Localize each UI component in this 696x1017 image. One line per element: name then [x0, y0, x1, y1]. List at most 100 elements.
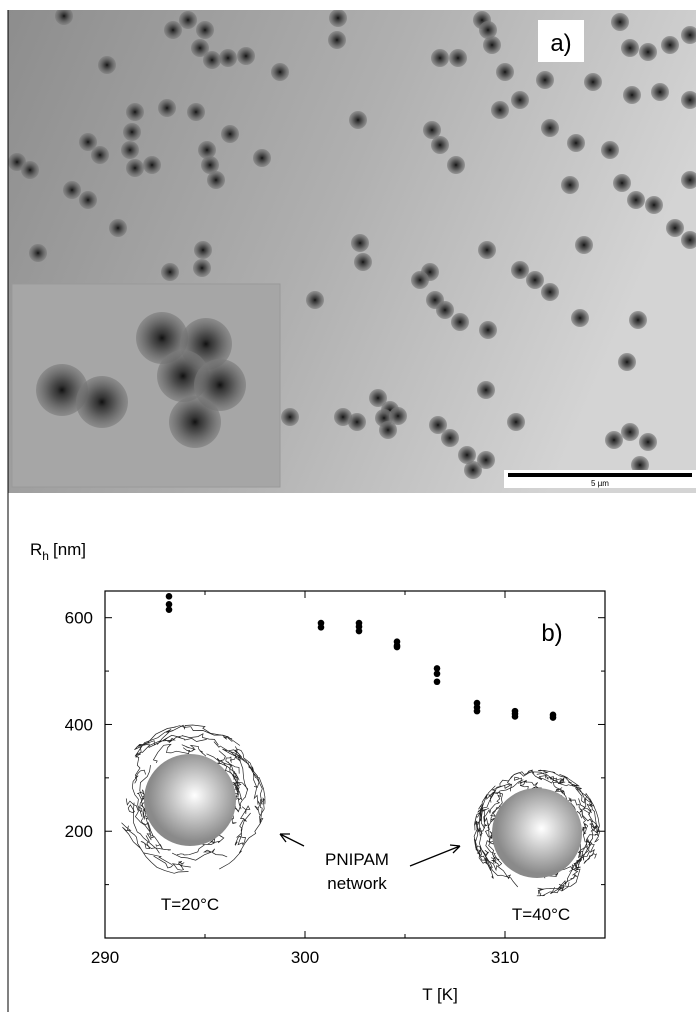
particle	[79, 133, 97, 151]
particle	[8, 153, 26, 171]
inset-particle	[169, 396, 221, 448]
particle	[629, 311, 647, 329]
y-axis-symbol: R	[30, 540, 42, 559]
particle	[354, 253, 372, 271]
data-point	[355, 627, 363, 635]
particle	[447, 156, 465, 174]
annotation: T=40°C	[512, 905, 570, 924]
particle	[605, 431, 623, 449]
particle	[611, 13, 629, 31]
y-axis-label: Rh [nm]	[30, 540, 86, 563]
particle	[567, 134, 585, 152]
particle	[281, 408, 299, 426]
particle	[91, 146, 109, 164]
particle	[627, 191, 645, 209]
annotation: network	[327, 874, 387, 893]
particle	[431, 49, 449, 67]
data-point	[165, 601, 173, 608]
particle	[639, 433, 657, 451]
particle	[219, 49, 237, 67]
micrograph: 5 µm a)	[8, 10, 696, 493]
panel-label: b)	[541, 620, 562, 647]
particle	[348, 413, 366, 431]
particle	[645, 196, 663, 214]
particle	[441, 429, 459, 447]
particle	[349, 111, 367, 129]
arrow	[279, 833, 305, 847]
particle	[618, 353, 636, 371]
particle	[329, 10, 347, 27]
inset-particle	[76, 376, 128, 428]
particle-core	[144, 754, 236, 846]
particle	[584, 73, 602, 91]
particle	[464, 461, 482, 479]
particle	[207, 171, 225, 189]
data-point	[433, 670, 441, 678]
particle	[526, 271, 544, 289]
particle	[651, 83, 669, 101]
particle	[623, 86, 641, 104]
particle	[253, 149, 271, 167]
data-point	[393, 643, 401, 651]
particle	[196, 21, 214, 39]
particle	[203, 51, 221, 69]
particle	[451, 313, 469, 331]
particle	[479, 21, 497, 39]
particle	[334, 408, 352, 426]
particle	[411, 271, 429, 289]
particle	[193, 259, 211, 277]
particle	[29, 244, 47, 262]
particle	[483, 36, 501, 54]
particle	[158, 99, 176, 117]
particle	[511, 261, 529, 279]
scale-bar	[508, 473, 692, 477]
inset-particle	[36, 364, 88, 416]
particle	[389, 407, 407, 425]
y-tick-label: 600	[65, 609, 93, 628]
particle	[98, 56, 116, 74]
particle	[601, 141, 619, 159]
particle	[458, 446, 476, 464]
particle	[477, 451, 495, 469]
particle-core	[492, 788, 582, 878]
particle	[143, 156, 161, 174]
particle	[179, 11, 197, 29]
particle	[431, 136, 449, 154]
particle	[681, 171, 696, 189]
particle	[423, 121, 441, 139]
data-point	[165, 593, 173, 600]
particle	[449, 49, 467, 67]
inset-particle	[194, 359, 246, 411]
particle	[126, 159, 144, 177]
particle	[621, 39, 639, 57]
particle	[496, 63, 514, 81]
y-tick-label: 400	[65, 715, 93, 734]
particle	[187, 103, 205, 121]
particle	[613, 174, 631, 192]
particle	[575, 236, 593, 254]
particle	[221, 125, 239, 143]
y-axis-unit: [nm]	[53, 540, 86, 559]
polymer-network	[121, 724, 266, 874]
particle	[126, 103, 144, 121]
data-point	[549, 714, 557, 721]
x-axis-label: T [K]	[422, 985, 458, 1004]
particle	[369, 389, 387, 407]
particle	[109, 219, 127, 237]
particle	[666, 219, 684, 237]
chart: 200 400 600 290 300 310 T [K] Rh [nm] b) T=20°C T=4…	[30, 540, 606, 1004]
particle	[351, 234, 369, 252]
particle	[306, 291, 324, 309]
particle	[541, 283, 559, 301]
plot-frame	[104, 590, 606, 939]
particle	[631, 456, 649, 474]
annotation: T=20°C	[161, 895, 219, 914]
particle	[164, 21, 182, 39]
particle	[479, 321, 497, 339]
particle	[681, 231, 696, 249]
particle	[271, 63, 289, 81]
particle	[511, 91, 529, 109]
data-point	[165, 606, 173, 613]
particle	[681, 26, 696, 44]
